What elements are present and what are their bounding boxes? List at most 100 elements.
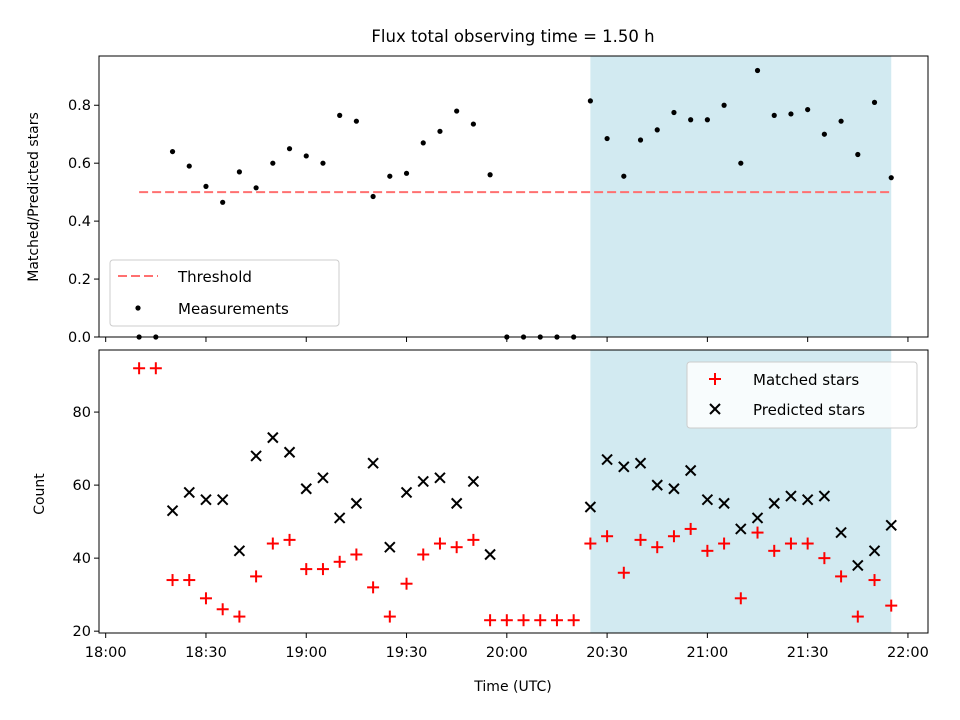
bottom-y-axis-label: Count <box>32 473 48 515</box>
predicted-star-point <box>684 464 697 477</box>
measurement-point <box>721 102 727 108</box>
chart-title: Flux total observing time = 1.50 h <box>371 27 654 46</box>
predicted-star-point <box>250 450 262 462</box>
matched-star-point <box>233 610 246 623</box>
predicted-star-point <box>852 559 864 572</box>
predicted-star-point <box>768 497 780 510</box>
matched-star-point <box>601 530 614 543</box>
measurement-point <box>186 163 192 169</box>
predicted-star-point <box>267 431 279 444</box>
predicted-star-point <box>350 497 363 510</box>
measurement-point <box>688 117 694 123</box>
matched-star-point <box>500 614 513 627</box>
matched-star-point <box>885 599 898 612</box>
predicted-star-point <box>384 541 396 553</box>
measurement-point <box>454 108 460 114</box>
bottom-axes-frame <box>98 349 929 634</box>
measurement-point <box>671 109 677 116</box>
legend-measurements-label: Measurements <box>178 300 289 318</box>
matched-star-point <box>567 614 580 627</box>
predicted-star-point <box>467 475 480 488</box>
predicted-star-point <box>618 461 630 473</box>
measurement-point <box>236 169 242 175</box>
bottom-y-tick-label: 40 <box>73 551 91 567</box>
predicted-star-point <box>283 446 296 458</box>
matched-star-point <box>835 570 848 583</box>
predicted-star-point <box>200 494 212 506</box>
x-tick-label: 19:30 <box>386 645 428 661</box>
measurement-point <box>855 151 861 158</box>
legend-threshold-label: Threshold <box>177 268 252 286</box>
measurement-point <box>169 148 176 155</box>
measurement-point <box>788 111 794 117</box>
matched-star-point <box>250 570 263 583</box>
matched-star-point <box>367 581 380 594</box>
matched-star-point <box>651 541 664 554</box>
measurement-point <box>320 160 326 166</box>
matched-star-point <box>417 548 430 561</box>
measurement-point <box>203 183 209 189</box>
bottom-x-axis-ticks: 18:00 18:30 19:00 19:30 20:00 20:30 21:00 21:30… <box>85 633 929 661</box>
predicted-star-point <box>868 545 881 557</box>
matched-star-point <box>667 530 680 543</box>
predicted-star-point <box>785 490 797 502</box>
predicted-stars-points <box>166 431 897 572</box>
bottom-legend-box <box>686 361 918 429</box>
matched-star-point <box>216 603 229 616</box>
measurement-point <box>470 121 476 127</box>
matched-star-point <box>534 614 547 627</box>
bottom-y-tick-label: 20 <box>73 624 91 640</box>
legend-matched-swatch <box>709 373 721 385</box>
measurement-point <box>821 131 827 137</box>
predicted-star-point <box>183 486 195 499</box>
predicted-star-point <box>634 457 647 469</box>
predicted-star-point <box>668 483 680 495</box>
bottom-y-axis-ticks: 20 40 60 80 <box>73 405 99 640</box>
predicted-star-point <box>718 497 730 510</box>
predicted-star-point <box>484 548 496 561</box>
predicted-star-point <box>166 504 179 517</box>
matched-star-point <box>467 533 480 546</box>
measurement-point <box>220 199 226 205</box>
matched-star-point <box>133 362 146 375</box>
x-tick-label: 18:00 <box>85 645 127 661</box>
measurement-point <box>704 117 710 123</box>
top-legend: Threshold Measurements <box>109 259 340 327</box>
matched-star-point <box>584 537 597 550</box>
measurement-point <box>487 172 493 178</box>
measurement-point <box>654 127 660 133</box>
x-axis-label: Time (UTC) <box>473 679 551 695</box>
top-y-tick-label: 0.2 <box>68 272 91 288</box>
measurement-point <box>871 99 878 105</box>
matched-star-point <box>634 533 647 546</box>
top-y-tick-label: 0.4 <box>68 214 91 230</box>
matched-star-point <box>484 614 497 627</box>
top-panel: 0.00.20.40.60.8 Matched/Predicted stars … <box>26 55 929 346</box>
predicted-star-point <box>434 472 446 484</box>
predicted-star-point <box>601 453 613 466</box>
matched-star-point <box>300 563 313 576</box>
predicted-star-point <box>818 490 831 502</box>
matched-star-point <box>316 563 329 576</box>
predicted-star-point <box>233 545 246 557</box>
predicted-star-point <box>216 494 229 506</box>
measurement-point <box>838 118 844 124</box>
x-tick-label: 19:00 <box>285 645 327 661</box>
bottom-y-tick-label: 80 <box>73 405 91 421</box>
predicted-star-point <box>317 472 329 484</box>
matched-star-point <box>517 614 530 627</box>
measurement-point <box>637 137 644 143</box>
predicted-star-point <box>367 457 379 469</box>
bottom-y-tick-label: 60 <box>73 478 91 494</box>
predicted-star-point <box>801 494 814 506</box>
measurement-point <box>888 175 894 181</box>
predicted-star-point <box>651 479 663 491</box>
matched-star-point <box>617 566 630 579</box>
matched-star-point <box>784 537 797 550</box>
legend-matched-label: Matched stars <box>753 371 859 389</box>
predicted-star-point <box>751 512 764 524</box>
matched-star-point <box>149 362 162 375</box>
matched-star-point <box>801 537 814 550</box>
top-shaded-region <box>590 56 892 337</box>
x-tick-label: 21:30 <box>787 645 829 661</box>
